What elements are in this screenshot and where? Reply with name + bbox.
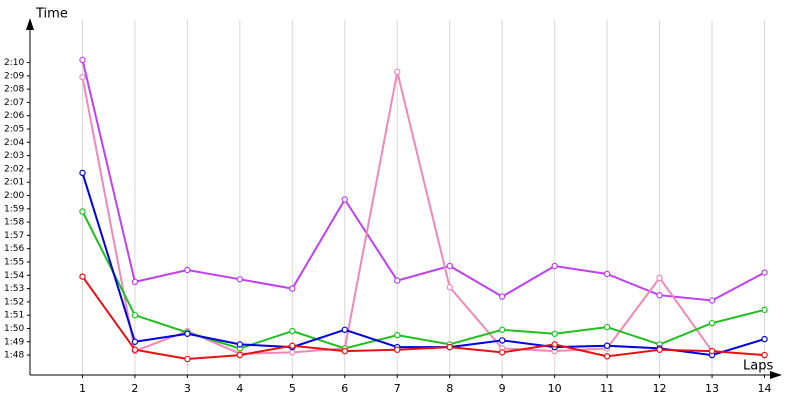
y-tick-label: 2:01 (4, 178, 24, 188)
data-point (131, 346, 139, 353)
y-tick-label: 2:09 (4, 71, 24, 81)
data-point (708, 319, 716, 327)
x-tick-label: 2 (131, 382, 138, 395)
y-tick-label: 2:10 (4, 58, 24, 68)
data-point (341, 326, 348, 333)
data-point (761, 335, 768, 343)
data-point (79, 73, 86, 81)
data-point (603, 323, 611, 331)
data-point (446, 343, 453, 351)
data-point (289, 349, 296, 356)
y-tick-label: 2:00 (4, 191, 24, 201)
x-tick-label: 9 (499, 382, 506, 395)
data-point (761, 306, 768, 314)
data-point (236, 276, 244, 283)
x-tick-label: 7 (394, 382, 401, 395)
data-point (708, 347, 716, 355)
data-point (603, 342, 611, 349)
y-axis-arrow (26, 18, 34, 30)
data-point (603, 270, 611, 278)
data-point (446, 284, 453, 291)
data-point (184, 355, 191, 363)
x-tick-label: 8 (446, 382, 453, 395)
y-axis-title: Time (35, 7, 68, 22)
data-point (394, 68, 401, 76)
data-point (131, 311, 139, 319)
y-tick-label: 2:02 (4, 164, 24, 174)
data-point (131, 338, 139, 345)
y-tick-label: 1:58 (4, 218, 24, 228)
data-point (79, 169, 86, 177)
series-line (81, 276, 765, 361)
series-line (81, 59, 765, 302)
data-point (236, 351, 244, 359)
y-tick-label: 1:48 (4, 351, 24, 361)
data-point (79, 273, 86, 280)
y-tick-label: 2:08 (4, 85, 24, 95)
data-point (236, 341, 244, 348)
data-point (394, 331, 401, 339)
data-point (761, 351, 768, 359)
y-tick-label: 1:55 (4, 257, 24, 267)
data-point (498, 326, 506, 333)
x-tick-label: 13 (705, 382, 719, 395)
data-point (79, 208, 86, 215)
x-axis-arrow (770, 371, 782, 379)
data-point (184, 266, 191, 274)
data-point (394, 346, 401, 353)
x-tick-label: 6 (341, 382, 348, 395)
y-tick-label: 2:03 (4, 151, 24, 161)
y-tick-label: 1:54 (4, 271, 24, 281)
x-axis-title: Laps (743, 359, 773, 374)
data-point (446, 262, 453, 270)
data-point (394, 277, 401, 284)
y-tick-label: 1:59 (4, 204, 24, 214)
y-tick-label: 1:50 (4, 324, 24, 334)
data-point (656, 274, 663, 282)
data-point (551, 262, 558, 270)
data-point (341, 347, 348, 355)
data-point (498, 293, 506, 300)
data-point (289, 285, 296, 292)
y-tick-label: 1:53 (4, 284, 24, 294)
data-point (79, 56, 86, 64)
data-point (656, 346, 663, 353)
x-tick-label: 3 (184, 382, 191, 395)
x-tick-label: 12 (653, 382, 667, 395)
y-tick-label: 1:57 (4, 231, 24, 241)
x-tick-label: 10 (548, 382, 562, 395)
y-tick-label: 2:05 (4, 125, 24, 135)
y-tick-label: 1:52 (4, 297, 24, 307)
x-tick-label: 11 (600, 382, 614, 395)
series-line (81, 172, 765, 357)
data-point (498, 349, 506, 356)
y-tick-label: 2:06 (4, 111, 24, 121)
data-point (551, 341, 558, 348)
x-tick-label: 4 (236, 382, 243, 395)
data-point (708, 297, 716, 304)
data-point (656, 292, 663, 299)
x-tick-label: 5 (289, 382, 296, 395)
data-point (131, 278, 139, 286)
data-point (289, 342, 296, 349)
y-tick-label: 1:51 (4, 311, 24, 321)
y-tick-label: 2:04 (4, 138, 24, 148)
x-tick-label: 1 (79, 382, 86, 395)
data-point (341, 196, 348, 203)
data-point (498, 337, 506, 344)
data-point (761, 269, 768, 276)
data-point (551, 330, 558, 337)
data-point (184, 330, 191, 337)
data-point (289, 327, 296, 335)
y-tick-label: 1:56 (4, 244, 24, 254)
data-point (603, 353, 611, 360)
y-tick-label: 1:49 (4, 337, 24, 347)
x-tick-label: 14 (758, 382, 772, 395)
y-tick-label: 2:07 (4, 98, 24, 108)
series-layer (79, 56, 768, 363)
